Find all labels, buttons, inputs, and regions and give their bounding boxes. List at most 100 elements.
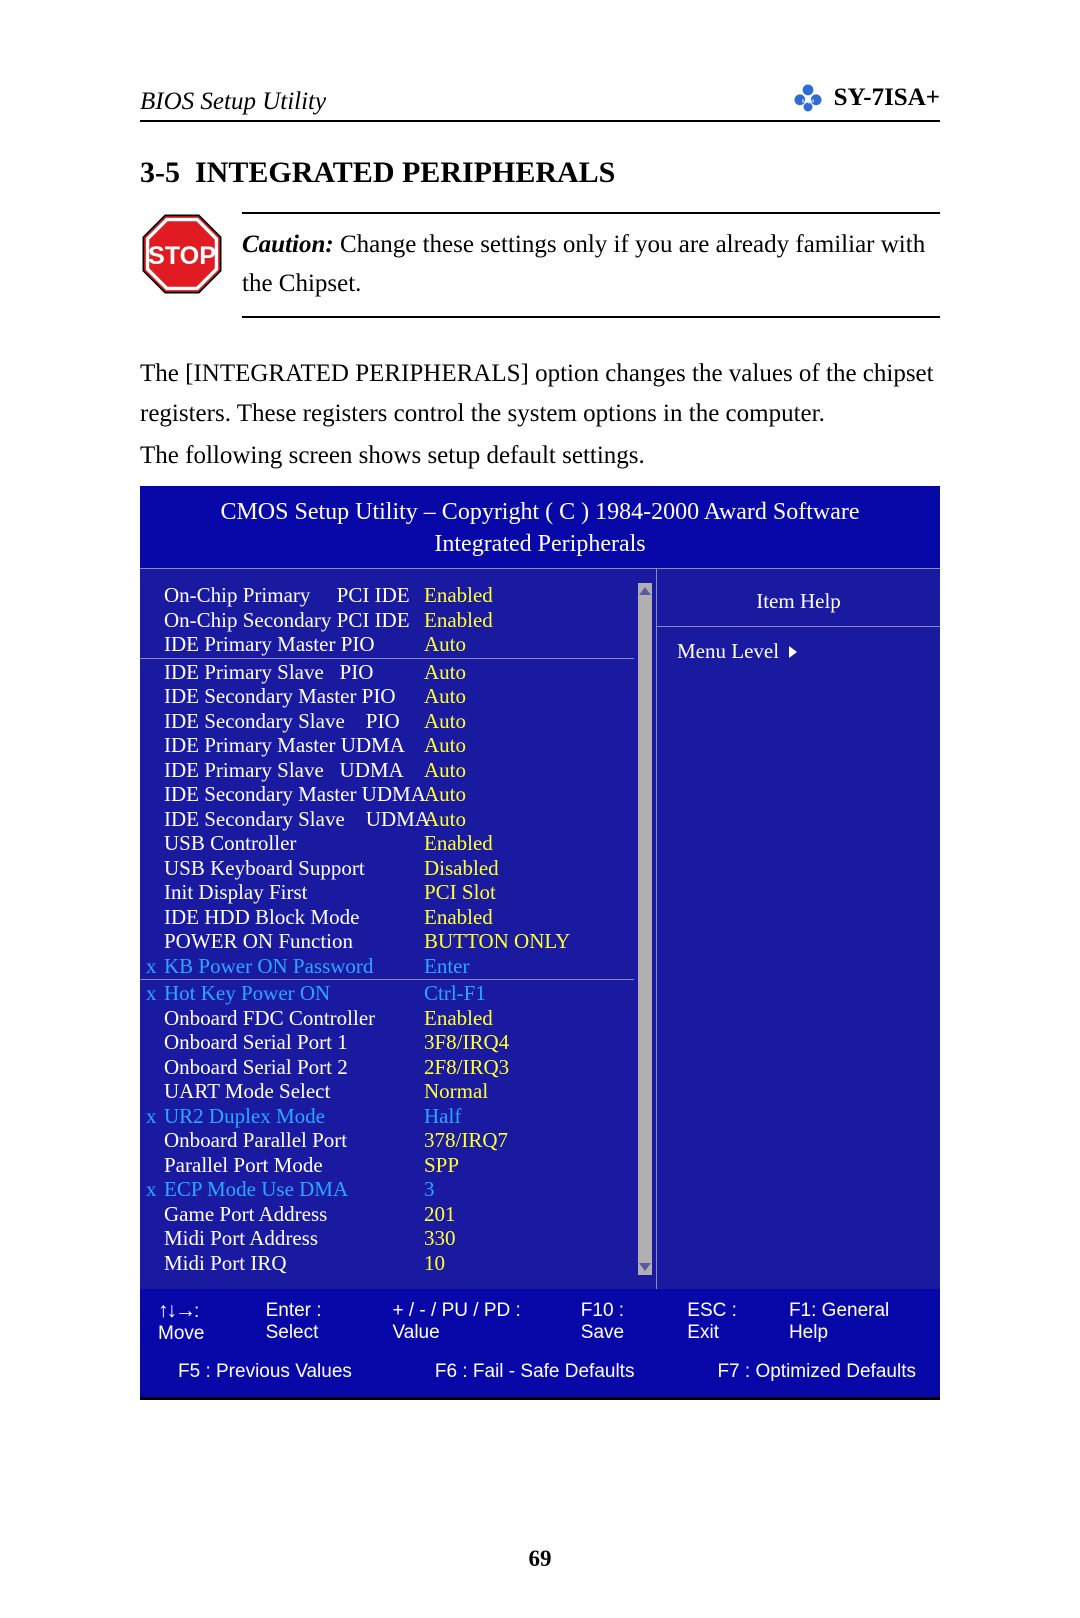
save-hint: F10 : Save <box>581 1300 666 1344</box>
setting-label: POWER ON Function <box>164 929 424 954</box>
bios-setting-row[interactable]: IDE HDD Block ModeEnabled <box>164 905 634 930</box>
bios-scrollbar[interactable] <box>638 583 652 1275</box>
setting-label: IDE Primary Slave UDMA <box>164 758 424 783</box>
f7-hint: F7 : Optimized Defaults <box>717 1361 916 1383</box>
svg-text:STOP: STOP <box>148 242 216 270</box>
section-title: INTEGRATED PERIPHERALS <box>195 156 615 189</box>
bios-setting-row[interactable]: IDE Primary Slave UDMAAuto <box>164 758 634 783</box>
setting-value: Auto <box>424 632 466 657</box>
bios-setting-row[interactable]: Onboard Serial Port 22F8/IRQ3 <box>164 1055 634 1080</box>
bios-setting-row[interactable]: On-Chip Secondary PCI IDEEnabled <box>164 608 634 633</box>
bios-setting-row[interactable]: UART Mode SelectNormal <box>164 1079 634 1104</box>
setting-label: UART Mode Select <box>164 1079 424 1104</box>
bios-title-line2: Integrated Peripherals <box>148 528 932 560</box>
f5-hint: F5 : Previous Values <box>178 1361 352 1383</box>
bios-setting-row[interactable]: IDE Primary Slave PIOAuto <box>164 660 634 685</box>
enter-hint: Enter : Select <box>266 1300 371 1344</box>
bios-setting-row[interactable]: x KB Power ON PasswordEnter <box>164 954 634 979</box>
bios-footer-row1: ↑↓→: Move Enter : Select + / - / PU / PD… <box>158 1299 922 1345</box>
setting-value: Enabled <box>424 608 493 633</box>
bios-settings-list: On-Chip Primary PCI IDEEnabledOn-Chip Se… <box>140 569 634 1289</box>
svg-text:soyo: soyo <box>801 99 814 105</box>
setting-value: Auto <box>424 807 466 832</box>
scroll-down-button[interactable] <box>638 1259 652 1275</box>
setting-value: Enabled <box>424 583 493 608</box>
bios-setting-row[interactable]: x ECP Mode Use DMA3 <box>164 1177 634 1202</box>
setting-label: Onboard Parallel Port <box>164 1128 424 1153</box>
bios-title-line1: CMOS Setup Utility – Copyright ( C ) 198… <box>148 496 932 528</box>
bios-setting-row[interactable]: Onboard Serial Port 13F8/IRQ4 <box>164 1030 634 1055</box>
bios-setting-row[interactable]: IDE Primary Master UDMAAuto <box>164 733 634 758</box>
setting-value: Normal <box>424 1079 488 1104</box>
bios-setting-row[interactable]: IDE Primary Master PIOAuto <box>164 632 634 657</box>
bios-setting-row[interactable]: x UR2 Duplex ModeHalf <box>164 1104 634 1129</box>
bios-setting-row[interactable]: Midi Port Address330 <box>164 1226 634 1251</box>
setting-value: SPP <box>424 1153 459 1178</box>
bios-footer: ↑↓→: Move Enter : Select + / - / PU / PD… <box>140 1289 940 1397</box>
disabled-marker: x <box>146 1177 164 1202</box>
bios-help-pane: Item Help Menu Level <box>656 569 940 1289</box>
setting-value: Auto <box>424 782 466 807</box>
disabled-marker: x <box>146 954 164 979</box>
caution-text-wrap: Caution: Change these settings only if y… <box>242 212 940 318</box>
setting-value: 201 <box>424 1202 456 1227</box>
general-help-hint: F1: General Help <box>789 1300 922 1344</box>
setting-label: UR2 Duplex Mode <box>164 1104 424 1129</box>
setting-label: IDE Primary Master PIO <box>164 632 424 657</box>
setting-label: Midi Port Address <box>164 1226 424 1251</box>
scroll-up-button[interactable] <box>638 583 652 599</box>
setting-value: BUTTON ONLY <box>424 929 570 954</box>
body-paragraph-2: The following screen shows setup default… <box>140 436 940 476</box>
setting-label: IDE Secondary Slave PIO <box>164 709 424 734</box>
bios-setting-row[interactable]: Onboard FDC ControllerEnabled <box>164 1006 634 1031</box>
divider <box>140 658 634 659</box>
f6-hint: F6 : Fail - Safe Defaults <box>435 1361 635 1383</box>
setting-value: Enabled <box>424 1006 493 1031</box>
bios-setting-row[interactable]: Init Display FirstPCI Slot <box>164 880 634 905</box>
bios-setting-row[interactable]: POWER ON FunctionBUTTON ONLY <box>164 929 634 954</box>
caution-block: STOP Caution: Change these settings only… <box>140 212 940 318</box>
bios-setting-row[interactable]: Midi Port IRQ10 <box>164 1251 634 1276</box>
setting-value: Enabled <box>424 831 493 856</box>
bios-setting-row[interactable]: Onboard Parallel Port378/IRQ7 <box>164 1128 634 1153</box>
setting-value: 3 <box>424 1177 435 1202</box>
setting-label: IDE Secondary Master PIO <box>164 684 424 709</box>
setting-value: Enter <box>424 954 469 979</box>
setting-label: IDE Primary Master UDMA <box>164 733 424 758</box>
page-header: BIOS Setup Utility soyo SY-7ISA+ <box>140 80 940 122</box>
caution-text: Caution: Change these settings only if y… <box>242 214 940 316</box>
setting-value: Auto <box>424 758 466 783</box>
bios-body: On-Chip Primary PCI IDEEnabledOn-Chip Se… <box>140 568 940 1289</box>
setting-label: KB Power ON Password <box>164 954 424 979</box>
brand-logo-icon: soyo <box>790 80 826 116</box>
stop-sign-icon: STOP <box>140 212 224 301</box>
bios-setting-row[interactable]: IDE Secondary Master UDMAAuto <box>164 782 634 807</box>
value-hint: + / - / PU / PD : Value <box>393 1300 559 1344</box>
bios-setting-row[interactable]: IDE Secondary Master PIOAuto <box>164 684 634 709</box>
bios-setting-row[interactable]: On-Chip Primary PCI IDEEnabled <box>164 583 634 608</box>
setting-label: Onboard FDC Controller <box>164 1006 424 1031</box>
setting-label: IDE Secondary Slave UDMA <box>164 807 424 832</box>
setting-label: USB Controller <box>164 831 424 856</box>
setting-label: ECP Mode Use DMA <box>164 1177 424 1202</box>
rule <box>657 626 940 627</box>
bios-setting-row[interactable]: IDE Secondary Slave UDMAAuto <box>164 807 634 832</box>
page-number: 69 <box>0 1546 1080 1572</box>
setting-label: USB Keyboard Support <box>164 856 424 881</box>
bios-setting-row[interactable]: IDE Secondary Slave PIOAuto <box>164 709 634 734</box>
setting-value: PCI Slot <box>424 880 496 905</box>
exit-hint: ESC : Exit <box>687 1300 767 1344</box>
bios-setting-row[interactable]: Parallel Port ModeSPP <box>164 1153 634 1178</box>
arrow-down-icon <box>639 1263 651 1271</box>
bios-setting-row[interactable]: USB ControllerEnabled <box>164 831 634 856</box>
setting-value: 10 <box>424 1251 445 1276</box>
bios-setting-row[interactable]: Game Port Address201 <box>164 1202 634 1227</box>
bios-setting-row[interactable]: USB Keyboard SupportDisabled <box>164 856 634 881</box>
menu-level-label: Menu Level <box>677 639 779 664</box>
bios-setting-row[interactable]: x Hot Key Power ONCtrl-F1 <box>164 981 634 1006</box>
header-title: BIOS Setup Utility <box>140 88 326 116</box>
setting-label: Midi Port IRQ <box>164 1251 424 1276</box>
bios-footer-row2: F5 : Previous Values F6 : Fail - Safe De… <box>158 1361 922 1383</box>
setting-value: 2F8/IRQ3 <box>424 1055 509 1080</box>
setting-label: IDE HDD Block Mode <box>164 905 424 930</box>
